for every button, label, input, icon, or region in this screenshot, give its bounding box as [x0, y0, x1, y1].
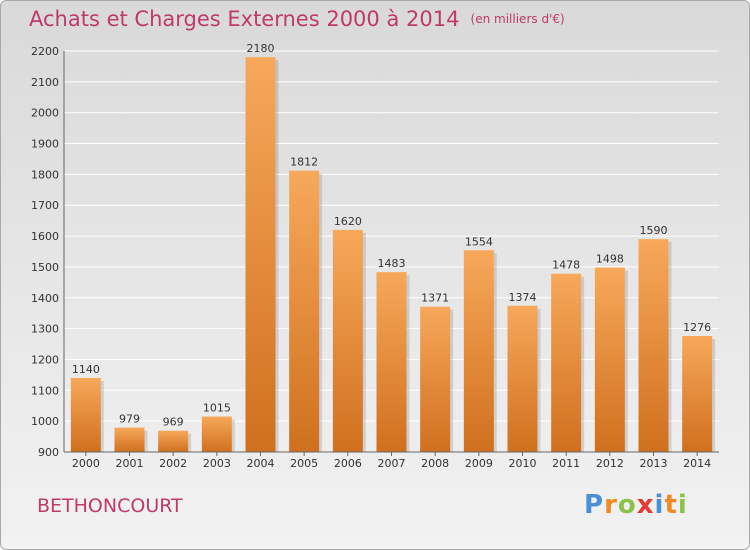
- x-tick-label: 2013: [640, 457, 668, 470]
- value-label: 1498: [596, 253, 624, 266]
- logo-letter: x: [636, 490, 655, 520]
- bar-2005: [289, 170, 320, 452]
- value-label: 1620: [334, 215, 362, 228]
- bar-2011: [551, 273, 582, 452]
- y-tick-label: 2100: [31, 76, 59, 89]
- y-tick-label: 1900: [31, 138, 59, 151]
- x-tick-label: 2014: [683, 457, 711, 470]
- value-label: 1015: [203, 402, 231, 415]
- value-label: 969: [163, 416, 184, 429]
- value-label: 979: [119, 413, 140, 426]
- x-tick-label: 2004: [247, 457, 275, 470]
- commune-name: BETHONCOURT: [37, 495, 183, 517]
- x-tick-label: 2006: [334, 457, 362, 470]
- value-label: 1371: [421, 292, 449, 305]
- y-tick-label: 1300: [31, 323, 59, 336]
- value-label: 1483: [378, 257, 406, 270]
- bar-2000: [70, 377, 101, 452]
- x-tick-label: 2012: [596, 457, 624, 470]
- proxiti-logo: Proxiti: [584, 490, 688, 520]
- value-label: 1812: [290, 156, 318, 169]
- bar-2009: [463, 250, 494, 452]
- value-label: 1374: [509, 291, 537, 304]
- chart-title: Achats et Charges Externes 2000 à 2014 (…: [29, 7, 565, 31]
- bar-2010: [507, 305, 538, 452]
- bar-2014: [682, 336, 713, 452]
- x-axis: 2000 2001 2002 2003 2004 2005 2006 2007 2008 2009…: [64, 451, 719, 470]
- x-tick-label: 2009: [465, 457, 493, 470]
- y-tick-label: 1100: [31, 384, 59, 397]
- y-tick-label: 2000: [31, 107, 59, 120]
- logo-letter: o: [617, 490, 637, 520]
- x-tick-label: 2003: [203, 457, 231, 470]
- bar-2002: [158, 430, 189, 452]
- y-tick-label: 1400: [31, 292, 59, 305]
- bar-2004: [245, 57, 276, 453]
- bar-2012: [594, 267, 625, 452]
- value-label: 1276: [683, 321, 711, 334]
- y-tick-label: 2200: [31, 45, 59, 58]
- y-tick-label: 1700: [31, 199, 59, 212]
- y-tick-label: 1800: [31, 168, 59, 181]
- x-tick-label: 2008: [421, 457, 449, 470]
- logo-letter: i: [677, 490, 688, 520]
- value-label: 1140: [72, 363, 100, 376]
- y-tick-label: 1200: [31, 353, 59, 366]
- bar-2006: [332, 229, 363, 452]
- x-tick-label: 2000: [72, 457, 100, 470]
- title-text: Achats et Charges Externes 2000 à 2014: [29, 7, 460, 31]
- value-label: 1478: [552, 259, 580, 272]
- x-tick-label: 2002: [159, 457, 187, 470]
- bar-2001: [114, 427, 145, 452]
- logo-letter: i: [654, 490, 665, 520]
- bar-2007: [376, 272, 407, 452]
- bars: [70, 57, 716, 453]
- bar-2013: [638, 239, 669, 452]
- value-labels: 1140 979 969 1015 2180 1812 1620 1483 1371 1554 13…: [72, 42, 711, 429]
- x-tick-label: 2007: [378, 457, 406, 470]
- x-tick-label: 2005: [290, 457, 318, 470]
- value-label: 2180: [247, 42, 275, 55]
- y-tick-label: 1000: [31, 415, 59, 428]
- y-axis: 900 1000 1100 1200 1300 1400 1500 1600 1700 1800 1…: [31, 45, 65, 459]
- value-label: 1590: [640, 224, 668, 237]
- x-tick-label: 2001: [116, 457, 144, 470]
- bar-2008: [420, 306, 451, 452]
- unit-text: (en milliers d'€): [470, 12, 565, 26]
- y-tick-label: 1600: [31, 230, 59, 243]
- x-tick-label: 2010: [509, 457, 537, 470]
- value-label: 1554: [465, 235, 493, 248]
- y-tick-label: 900: [38, 446, 59, 459]
- bar-2003: [201, 416, 232, 452]
- x-tick-label: 2011: [552, 457, 580, 470]
- logo-letter: t: [664, 490, 678, 520]
- y-tick-label: 1500: [31, 261, 59, 274]
- logo-letter: P: [584, 490, 605, 520]
- logo-letter: r: [604, 490, 618, 520]
